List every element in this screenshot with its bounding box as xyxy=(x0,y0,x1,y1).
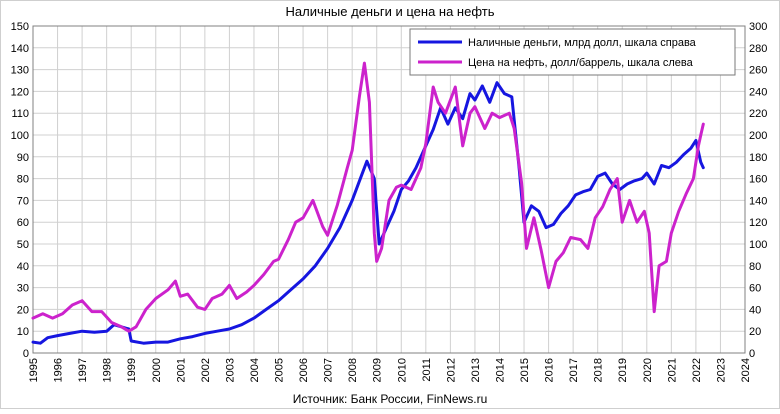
x-tick-label: 2000 xyxy=(151,358,163,382)
chart-title: Наличные деньги и цена на нефть xyxy=(286,4,495,19)
y-left-tick-label: 90 xyxy=(17,152,29,164)
legend-box xyxy=(409,28,736,76)
plot-area xyxy=(32,25,746,354)
y-left-tick-label: 120 xyxy=(11,86,29,98)
x-tick-label: 1996 xyxy=(53,358,65,382)
y-right-tick-label: 120 xyxy=(749,217,767,229)
y-right-tick-label: 160 xyxy=(749,174,767,186)
y-right-tick-label: 260 xyxy=(749,65,767,77)
y-left-tick-label: 150 xyxy=(11,21,29,33)
series-line-oil xyxy=(31,61,705,333)
x-tick-label: 2003 xyxy=(224,358,236,382)
y-right-tick-label: 40 xyxy=(749,304,761,316)
x-tick-label: 2007 xyxy=(323,358,335,382)
y-axis-left: 0 10 20 30 40 50 60 70 80 90 100 110 120 130 140 150 xyxy=(11,21,29,360)
chart-source: Источник: Банк России, FinNews.ru xyxy=(293,392,488,406)
x-tick-label: 2022 xyxy=(691,358,703,382)
y-right-tick-label: 280 xyxy=(749,43,767,55)
x-tick-label: 2020 xyxy=(642,358,654,382)
y-left-tick-label: 50 xyxy=(17,239,29,251)
x-tick-label: 2019 xyxy=(617,358,629,382)
x-tick-label: 2023 xyxy=(715,358,727,382)
x-tick-label: 2014 xyxy=(494,358,506,382)
y-right-tick-label: 20 xyxy=(749,326,761,338)
y-left-tick-label: 40 xyxy=(17,261,29,273)
y-left-tick-label: 80 xyxy=(17,174,29,186)
y-left-tick-label: 10 xyxy=(17,326,29,338)
y-right-tick-label: 240 xyxy=(749,86,767,98)
x-tick-label: 1999 xyxy=(126,358,138,382)
x-axis: 1995 1996 1997 1998 1999 2000 2001 2002 2003 2004… xyxy=(28,358,752,382)
x-tick-label: 2008 xyxy=(347,358,359,382)
y-right-tick-label: 220 xyxy=(749,108,767,120)
y-right-tick-label: 180 xyxy=(749,152,767,164)
y-right-tick-label: 300 xyxy=(749,21,767,33)
series-layer xyxy=(31,61,705,345)
y-left-tick-label: 110 xyxy=(11,108,29,120)
y-left-tick-label: 100 xyxy=(11,130,29,142)
y-left-tick-label: 140 xyxy=(11,43,29,55)
legend-label-cash: Наличные деньги, млрд долл, шкала справа xyxy=(468,37,697,49)
x-tick-label: 2021 xyxy=(666,358,678,382)
y-right-tick-label: 0 xyxy=(749,348,755,360)
x-tick-label: 2005 xyxy=(274,358,286,382)
y-right-tick-label: 140 xyxy=(749,195,767,207)
x-tick-label: 2017 xyxy=(568,358,580,382)
x-tick-label: 2010 xyxy=(396,358,408,382)
legend: Наличные деньги, млрд долл, шкала справа… xyxy=(409,28,736,76)
x-tick-label: 1997 xyxy=(77,358,89,382)
x-tick-label: 2013 xyxy=(470,358,482,382)
x-tick-label: 2009 xyxy=(372,358,384,382)
y-right-tick-label: 100 xyxy=(749,239,767,251)
y-left-tick-label: 30 xyxy=(17,283,29,295)
y-right-tick-label: 60 xyxy=(749,283,761,295)
y-left-tick-label: 0 xyxy=(23,348,29,360)
x-tick-label: 1998 xyxy=(102,358,114,382)
x-tick-label: 2002 xyxy=(200,358,212,382)
y-left-tick-label: 20 xyxy=(17,304,29,316)
x-tick-label: 2016 xyxy=(544,358,556,382)
x-tick-label: 2012 xyxy=(445,358,457,382)
y-left-tick-label: 130 xyxy=(11,65,29,77)
x-tick-label: 2004 xyxy=(249,358,261,382)
y-left-tick-label: 70 xyxy=(17,195,29,207)
y-right-tick-label: 80 xyxy=(749,261,761,273)
x-tick-label: 1995 xyxy=(28,358,40,382)
x-tick-label: 2018 xyxy=(593,358,605,382)
y-axis-right: 0 20 40 60 80 100 120 140 160 180 200 220 240 260 280 3… xyxy=(749,21,767,360)
x-tick-label: 2024 xyxy=(740,358,752,382)
y-right-tick-label: 200 xyxy=(749,130,767,142)
x-tick-label: 2001 xyxy=(175,358,187,382)
legend-label-oil: Цена на нефть, долл/баррель, шкала слева xyxy=(468,57,694,69)
x-tick-label: 2006 xyxy=(298,358,310,382)
y-left-tick-label: 60 xyxy=(17,217,29,229)
x-tick-label: 2011 xyxy=(421,358,433,382)
x-tick-label: 2015 xyxy=(519,358,531,382)
